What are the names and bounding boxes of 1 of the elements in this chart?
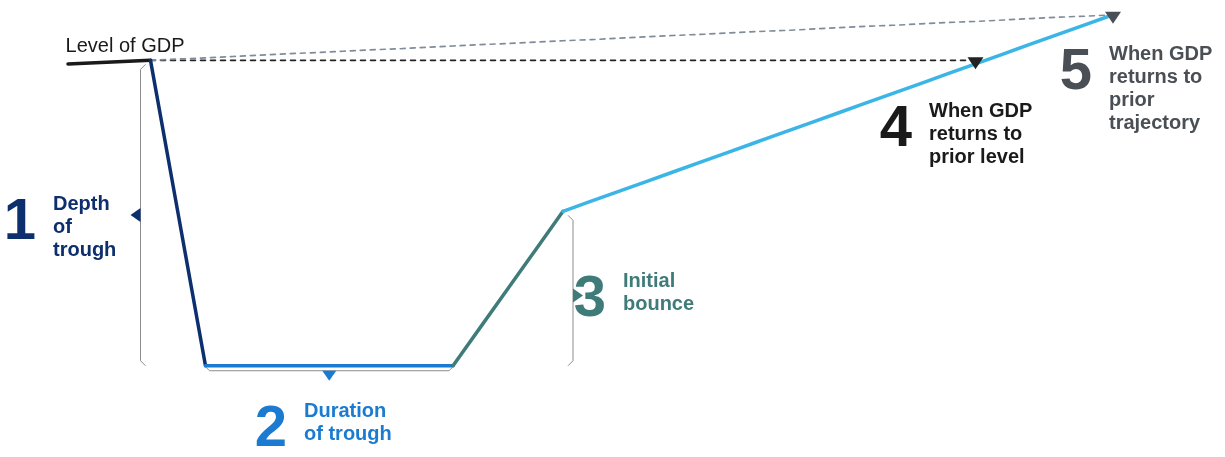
annotation: Level of GDP: [65, 34, 185, 56]
